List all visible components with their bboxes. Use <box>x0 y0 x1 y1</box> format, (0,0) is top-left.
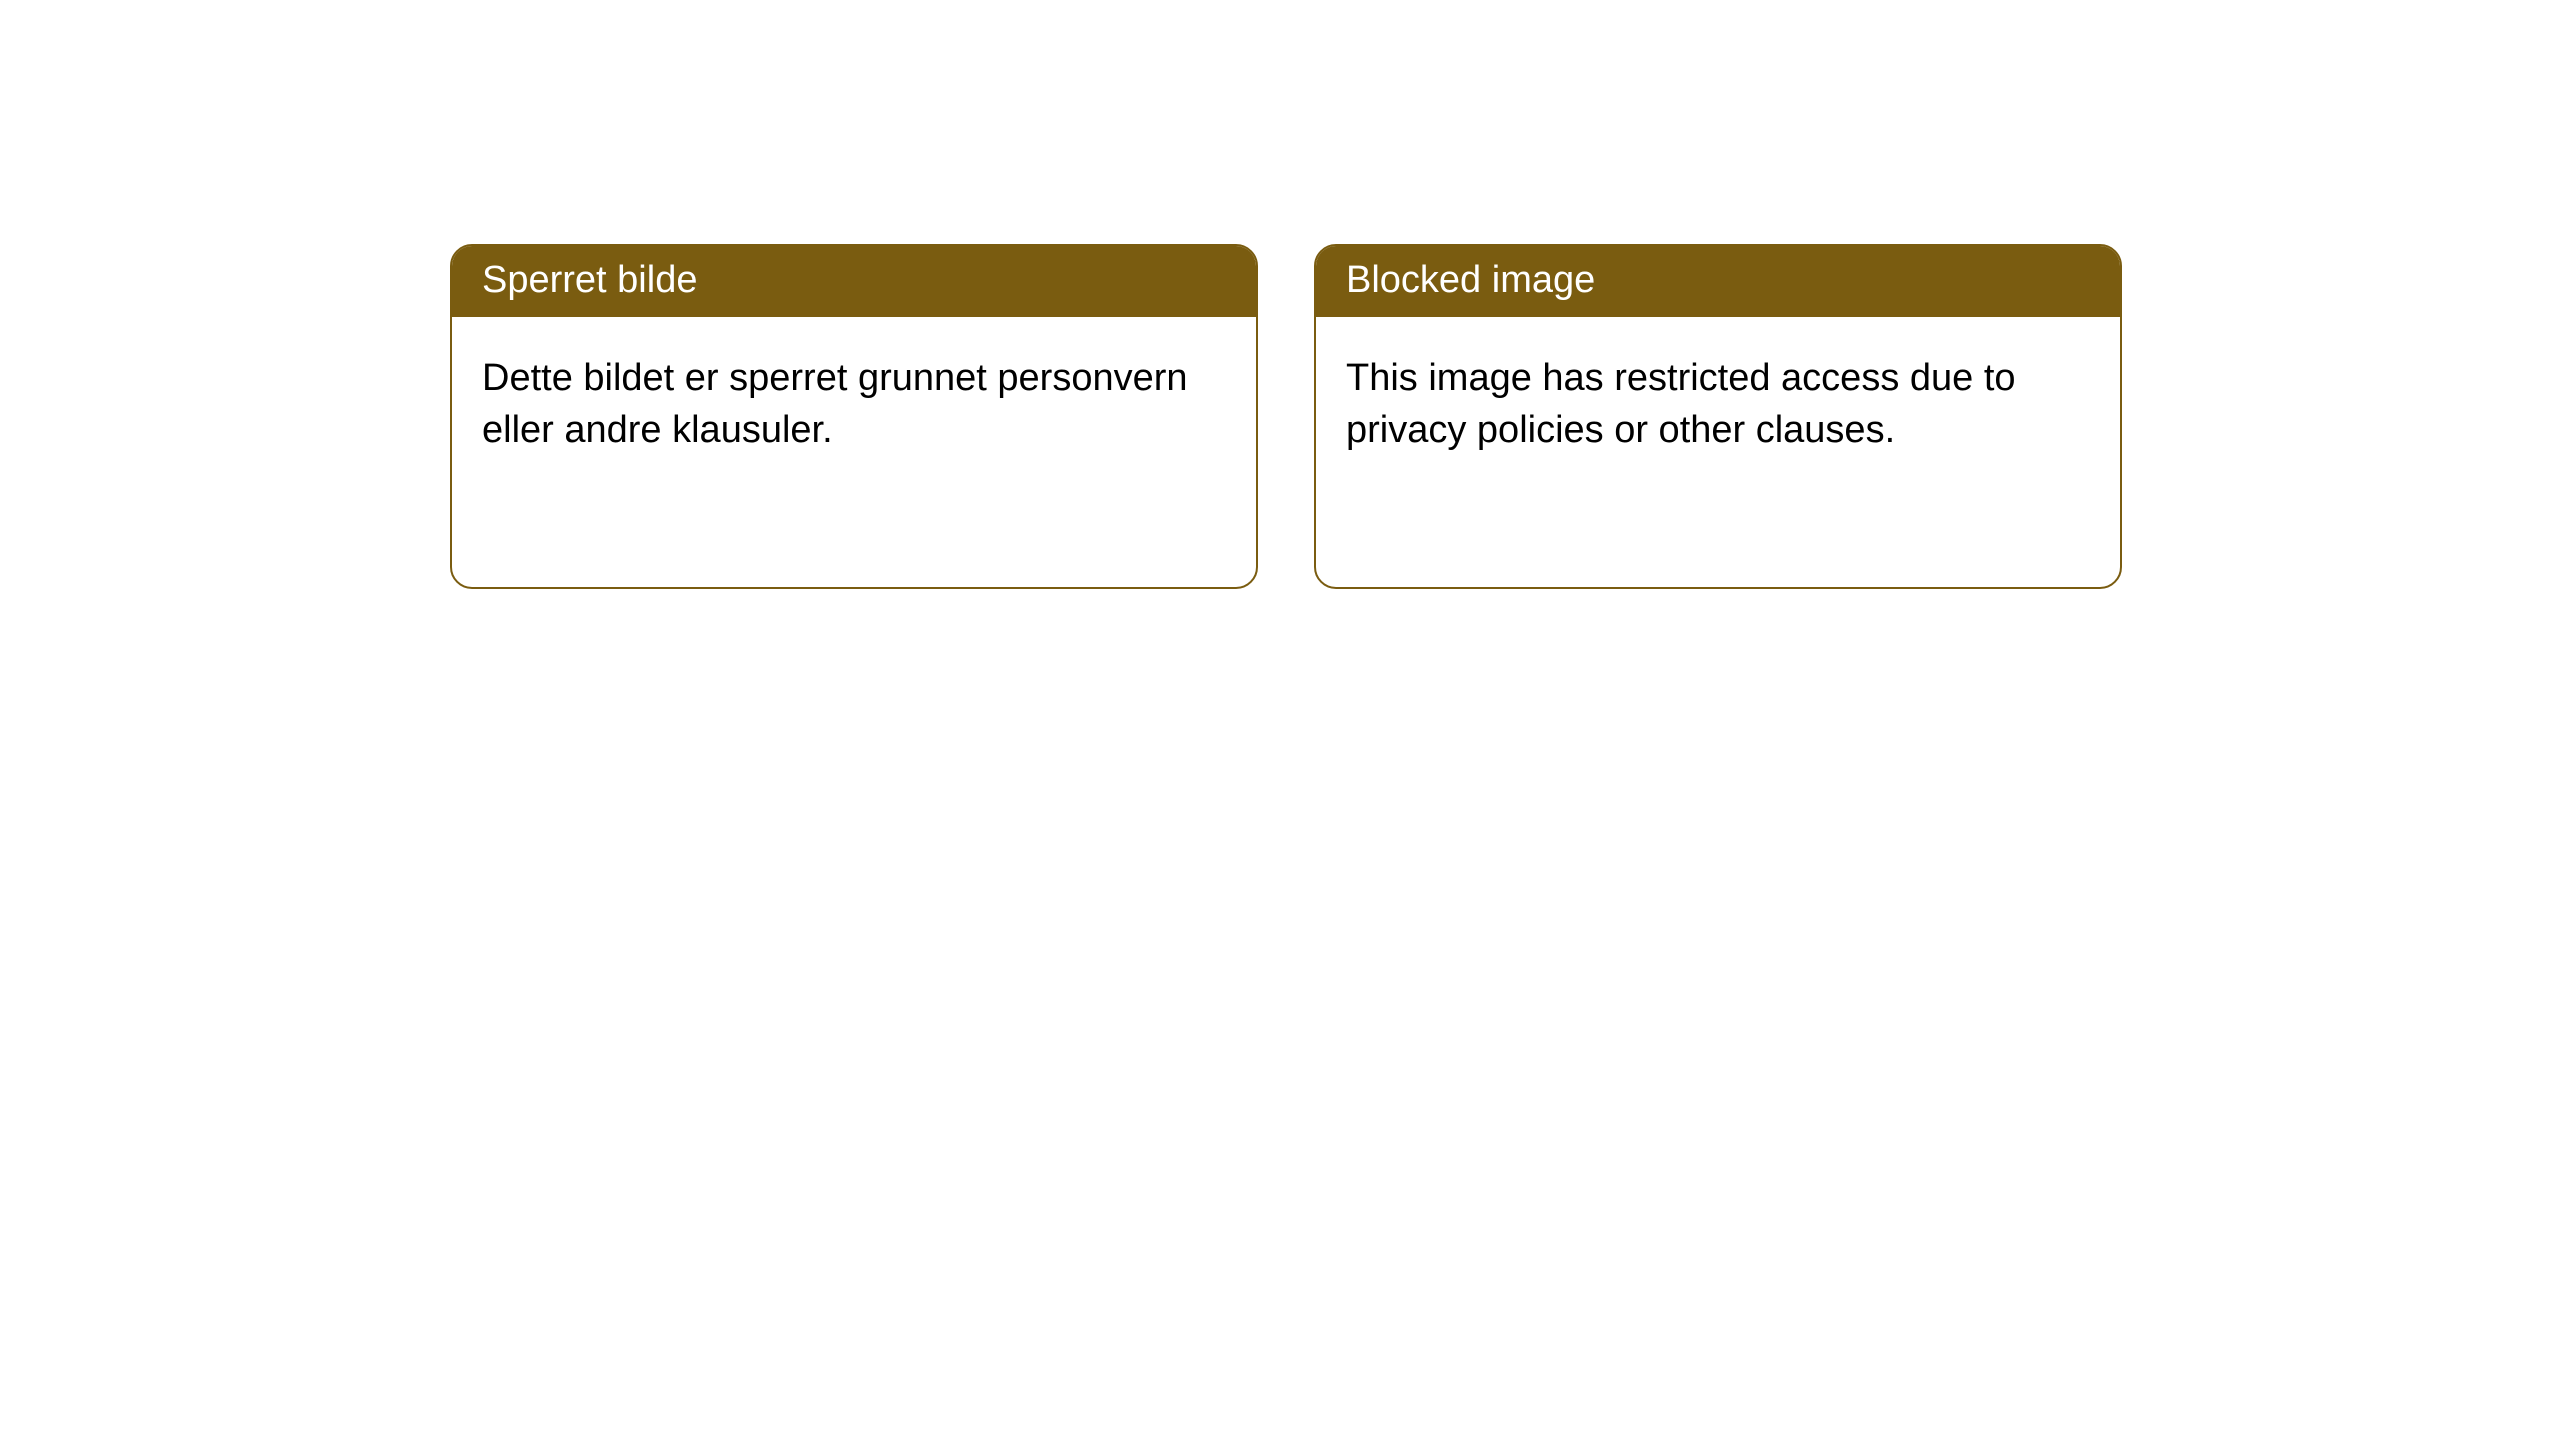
notice-header: Blocked image <box>1316 246 2120 317</box>
notice-body: This image has restricted access due to … <box>1316 317 2120 587</box>
notice-card-english: Blocked image This image has restricted … <box>1314 244 2122 589</box>
notice-body: Dette bildet er sperret grunnet personve… <box>452 317 1256 587</box>
notice-card-norwegian: Sperret bilde Dette bildet er sperret gr… <box>450 244 1258 589</box>
notice-header: Sperret bilde <box>452 246 1256 317</box>
notice-container: Sperret bilde Dette bildet er sperret gr… <box>0 0 2560 589</box>
